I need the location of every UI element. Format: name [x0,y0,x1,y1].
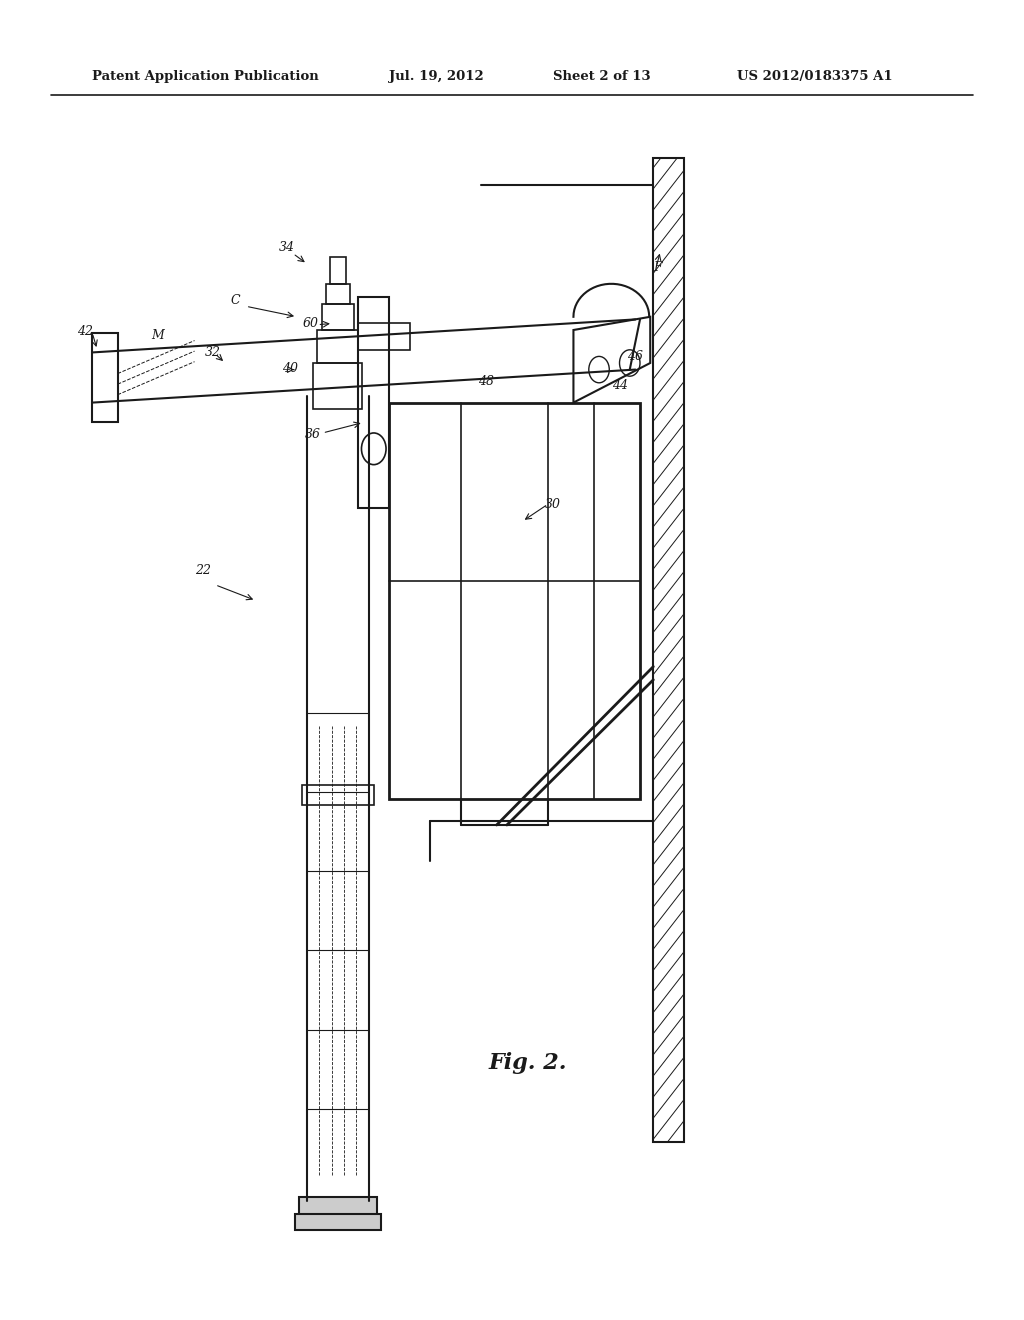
Text: 46: 46 [627,350,643,363]
Text: 36: 36 [305,428,322,441]
Text: Jul. 19, 2012: Jul. 19, 2012 [389,70,484,83]
Bar [653,158,684,1142]
Bar [302,785,374,805]
Text: 44: 44 [612,379,629,392]
Text: 30: 30 [545,498,561,511]
Text: C: C [230,293,240,306]
Text: Fig. 2.: Fig. 2. [488,1052,566,1073]
Text: 40: 40 [282,362,298,375]
Bar [330,257,346,284]
Bar [389,403,640,799]
Bar [295,1214,381,1230]
Bar [317,330,358,363]
Bar [313,363,362,409]
Text: M: M [152,329,164,342]
Text: F: F [653,260,662,273]
Bar [322,304,354,330]
Bar [358,323,410,350]
Bar [326,284,350,304]
Text: 60: 60 [303,317,319,330]
Bar [358,297,389,508]
Bar [92,333,118,422]
Text: 22: 22 [195,564,211,577]
Text: 32: 32 [205,346,221,359]
Text: Sheet 2 of 13: Sheet 2 of 13 [553,70,650,83]
Text: 42: 42 [77,325,93,338]
Text: 34: 34 [279,240,295,253]
Text: Patent Application Publication: Patent Application Publication [92,70,318,83]
Bar [299,1197,377,1217]
Text: 48: 48 [478,375,495,388]
Text: US 2012/0183375 A1: US 2012/0183375 A1 [737,70,893,83]
